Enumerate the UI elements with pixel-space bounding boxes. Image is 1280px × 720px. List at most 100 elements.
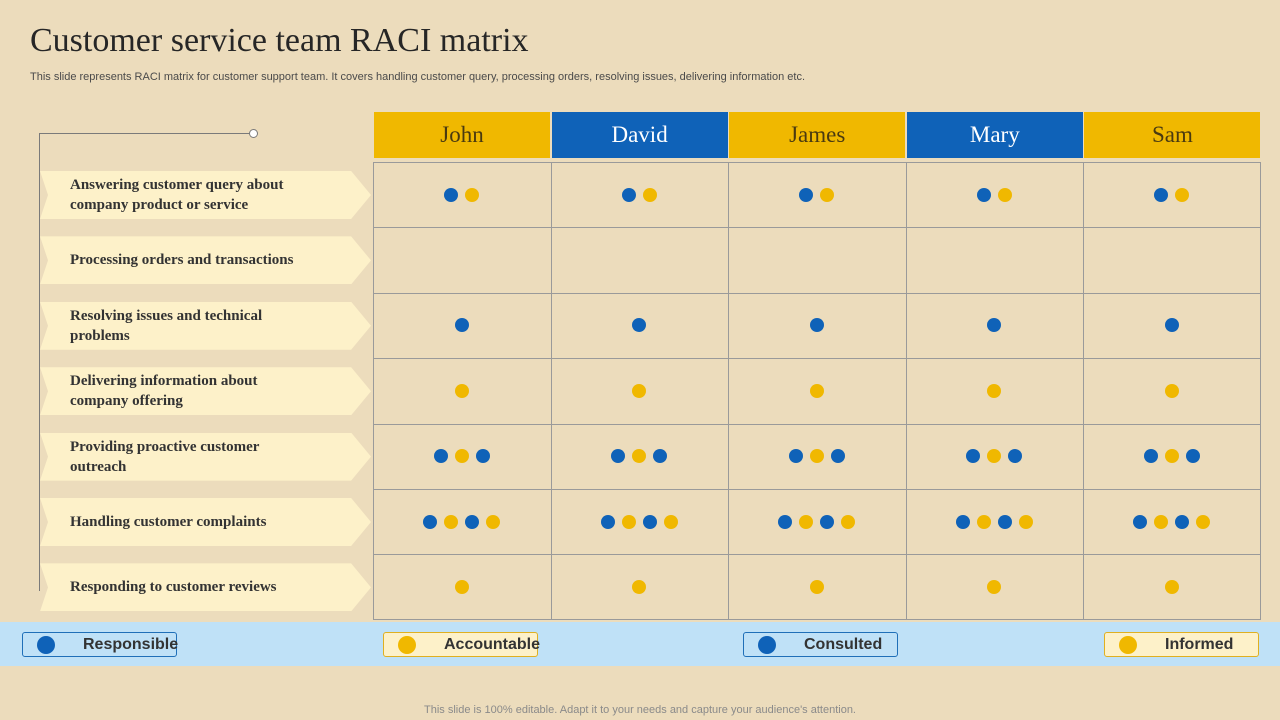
member-header-sam: Sam xyxy=(1084,112,1261,158)
blue-dot-icon xyxy=(809,318,824,333)
yellow-dot-icon xyxy=(976,514,991,529)
raci-cell xyxy=(373,227,550,292)
yellow-dot-icon xyxy=(987,383,1002,398)
yellow-dot-icon xyxy=(454,383,469,398)
raci-cell xyxy=(1083,293,1260,358)
legend-item-accountable: Accountable xyxy=(383,632,541,657)
legend-label: Consulted xyxy=(804,635,883,653)
footer-note: This slide is 100% editable. Adapt it to… xyxy=(424,704,856,716)
raci-cell xyxy=(1083,162,1260,227)
raci-cell xyxy=(373,424,550,489)
raci-cell xyxy=(728,424,905,489)
raci-cell xyxy=(906,489,1083,554)
blue-dot-icon xyxy=(621,187,636,202)
yellow-dot-icon xyxy=(820,187,835,202)
raci-grid xyxy=(373,162,1261,620)
task-row-label: Resolving issues and technical problems xyxy=(40,301,371,350)
raci-cell xyxy=(906,293,1083,358)
yellow-dot-icon xyxy=(987,579,1002,594)
blue-dot-icon xyxy=(1154,187,1169,202)
yellow-dot-icon xyxy=(454,449,469,464)
blue-dot-icon xyxy=(997,514,1012,529)
yellow-dot-icon xyxy=(799,514,814,529)
task-row-label: Handling customer complaints xyxy=(40,498,371,546)
yellow-dot-icon xyxy=(486,514,500,529)
blue-dot-icon xyxy=(653,449,668,464)
raci-cell xyxy=(373,293,550,358)
task-label-text: Providing proactive customer outreach xyxy=(70,438,260,475)
blue-dot-icon xyxy=(976,187,991,202)
member-header-mary: Mary xyxy=(906,112,1083,158)
yellow-dot-icon xyxy=(1175,187,1190,202)
raci-cell xyxy=(551,227,728,292)
yellow-dot-icon xyxy=(841,514,856,529)
yellow-dot-icon xyxy=(997,187,1012,202)
raci-cell xyxy=(1083,358,1260,423)
blue-dot-icon xyxy=(778,514,793,529)
yellow-dot-icon xyxy=(632,449,647,464)
blue-dot-icon xyxy=(1185,449,1200,464)
blue-dot-icon xyxy=(830,449,845,464)
raci-cell xyxy=(1083,489,1260,554)
blue-dot-icon xyxy=(1143,449,1158,464)
raci-cell xyxy=(373,489,550,554)
yellow-dot-icon xyxy=(663,514,678,529)
blue-dot-icon xyxy=(433,449,448,464)
raci-cell xyxy=(1083,554,1260,619)
yellow-dot-icon xyxy=(1164,383,1179,398)
grid-column-divider xyxy=(550,162,552,620)
raci-cell xyxy=(906,358,1083,423)
blue-dot-icon xyxy=(444,187,458,202)
yellow-dot-icon xyxy=(632,383,647,398)
yellow-dot-icon xyxy=(621,514,636,529)
raci-cell xyxy=(373,162,550,227)
member-header-david: David xyxy=(551,112,728,158)
blue-dot-icon xyxy=(966,449,981,464)
yellow-dot-icon xyxy=(444,514,458,529)
yellow-dot-icon xyxy=(1196,514,1211,529)
raci-cell xyxy=(551,489,728,554)
task-label-text: Handling customer complaints xyxy=(70,514,267,530)
raci-cell xyxy=(551,162,728,227)
task-label-text: Responding to customer reviews xyxy=(70,579,277,596)
yellow-dot-icon xyxy=(454,579,469,594)
grid-row-divider xyxy=(373,489,1261,490)
raci-cell xyxy=(728,162,905,227)
yellow-dot-icon xyxy=(809,579,824,594)
raci-cell xyxy=(728,489,905,554)
yellow-dot-icon xyxy=(642,187,657,202)
legend-label: Informed xyxy=(1165,635,1234,653)
raci-cell xyxy=(373,358,550,423)
task-label-text: Delivering information about company off… xyxy=(70,373,258,410)
bracket-line-horizontal xyxy=(39,133,251,134)
legend-dot-icon xyxy=(1119,635,1137,654)
yellow-dot-icon xyxy=(809,449,824,464)
raci-cell xyxy=(906,162,1083,227)
raci-cell xyxy=(906,227,1083,292)
member-header-john: John xyxy=(374,112,550,158)
page-subtitle: This slide represents RACI matrix for cu… xyxy=(30,71,806,83)
legend-label: Accountable xyxy=(444,635,541,653)
legend-dot-icon xyxy=(37,635,55,654)
blue-dot-icon xyxy=(1175,514,1190,529)
raci-cell xyxy=(551,358,728,423)
raci-cell xyxy=(906,554,1083,619)
task-row-label: Answering customer query about company p… xyxy=(40,171,371,219)
legend-item-responsible: Responsible xyxy=(22,632,178,657)
member-header-james: James xyxy=(729,112,906,158)
raci-cell xyxy=(728,227,905,292)
grid-row-divider xyxy=(373,554,1261,556)
blue-dot-icon xyxy=(600,514,615,529)
legend-item-informed: Informed xyxy=(1104,632,1259,657)
blue-dot-icon xyxy=(820,514,835,529)
legend-band xyxy=(0,622,1280,666)
yellow-dot-icon xyxy=(1164,579,1179,594)
task-label-text: Processing orders and transactions xyxy=(70,252,294,269)
grid-column-divider xyxy=(1083,162,1085,620)
grid-row-divider xyxy=(373,292,1261,294)
yellow-dot-icon xyxy=(809,383,824,398)
yellow-dot-icon xyxy=(1018,514,1033,529)
blue-dot-icon xyxy=(788,449,803,464)
bracket-line-vertical xyxy=(39,133,40,591)
blue-dot-icon xyxy=(1133,514,1148,529)
